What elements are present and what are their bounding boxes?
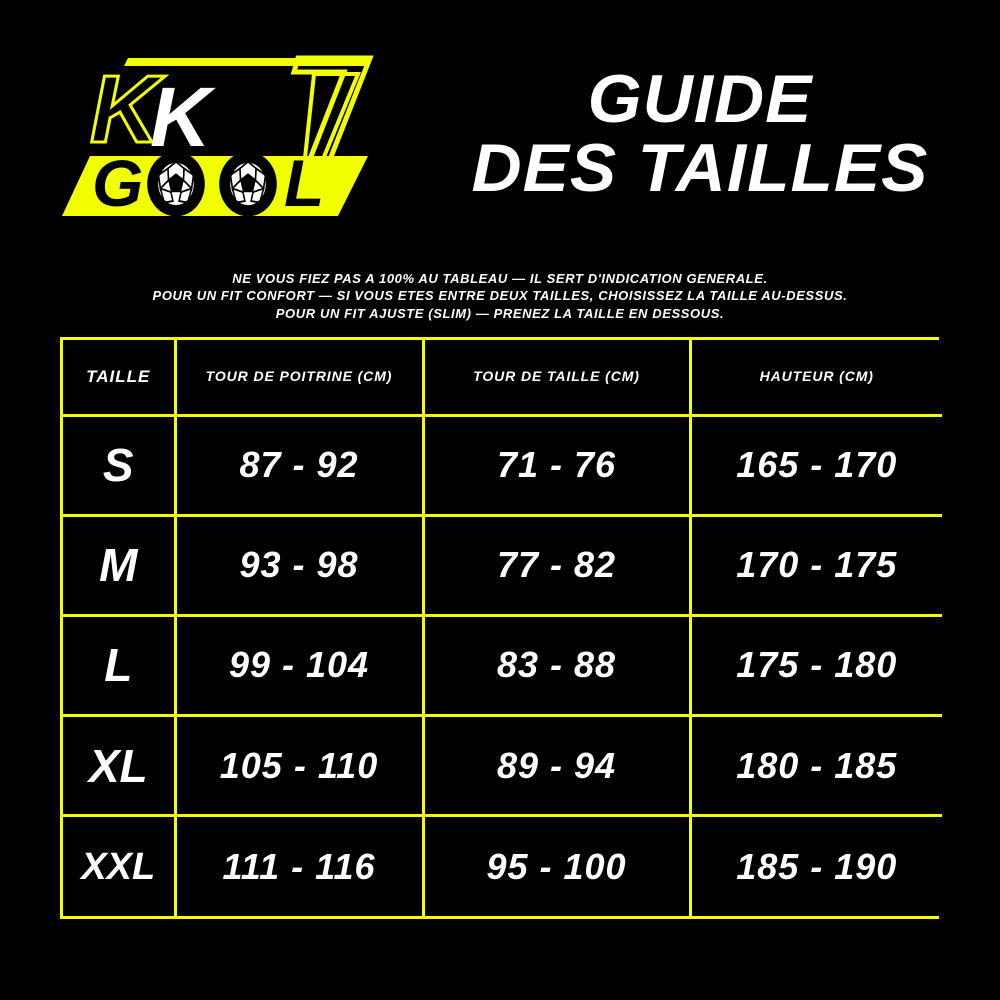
page-title-line-2: DES TAILLES	[471, 129, 929, 206]
height-value: 180 - 185	[736, 744, 898, 786]
cell-waist: 95 - 100	[423, 815, 692, 916]
logo-letter-k-outline: K	[89, 55, 168, 165]
column-header-taille-label: TAILLE	[86, 366, 151, 386]
size-table-body: S 87 - 92 71 - 76 165 - 170 M 93 - 98 77…	[63, 415, 942, 916]
table-row: L 99 - 104 83 - 88 175 - 180	[63, 615, 942, 718]
soccer-ball-icon	[147, 151, 205, 217]
table-row: XXL 111 - 116 95 - 100 185 - 190	[63, 815, 942, 916]
size-label: M	[99, 539, 138, 592]
chest-value: 93 - 98	[239, 544, 359, 586]
column-header-taille-cm-label: TOUR DE TAILLE (CM)	[473, 367, 640, 384]
height-value: 185 - 190	[736, 845, 898, 887]
size-table: TAILLE TOUR DE POITRINE (CM) TOUR DE TAI…	[63, 340, 942, 916]
column-header-taille: TAILLE	[63, 340, 177, 417]
cell-waist: 77 - 82	[423, 515, 692, 617]
cell-size: XXL	[63, 815, 177, 916]
brand-logo-svg: K K G L	[62, 55, 374, 220]
waist-value: 89 - 94	[496, 744, 617, 786]
cell-size: S	[63, 415, 177, 517]
cell-height: 185 - 190	[690, 815, 942, 916]
svg-text:K: K	[150, 70, 216, 164]
cell-waist: 83 - 88	[423, 615, 692, 718]
size-table-head: TAILLE TOUR DE POITRINE (CM) TOUR DE TAI…	[63, 340, 942, 417]
svg-text:L: L	[284, 146, 324, 220]
column-header-hauteur-label: HAUTEUR (CM)	[759, 367, 874, 384]
cell-chest: 99 - 104	[175, 615, 425, 718]
column-header-poitrine: TOUR DE POITRINE (CM)	[175, 340, 425, 417]
table-row: XL 105 - 110 89 - 94 180 - 185	[63, 715, 942, 818]
cell-waist: 71 - 76	[423, 415, 692, 517]
height-value: 165 - 170	[736, 444, 898, 486]
cell-waist: 89 - 94	[423, 715, 692, 818]
cell-height: 165 - 170	[690, 415, 942, 517]
table-header-row: TAILLE TOUR DE POITRINE (CM) TOUR DE TAI…	[63, 340, 942, 417]
waist-value: 71 - 76	[496, 444, 617, 486]
table-row: M 93 - 98 77 - 82 170 - 175	[63, 515, 942, 617]
size-table-container: TAILLE TOUR DE POITRINE (CM) TOUR DE TAI…	[60, 337, 942, 919]
waist-value: 83 - 88	[496, 644, 617, 686]
waist-value: 95 - 100	[486, 845, 627, 887]
cell-chest: 105 - 110	[175, 715, 425, 818]
chest-value: 99 - 104	[228, 644, 370, 686]
logo-banner	[62, 156, 368, 216]
note-line-1: NE VOUS FIEZ PAS A 100% AU TABLEAU — IL …	[232, 271, 768, 286]
cell-chest: 111 - 116	[175, 815, 425, 916]
cell-chest: 93 - 98	[175, 515, 425, 617]
chest-value: 87 - 92	[239, 444, 359, 486]
table-row: S 87 - 92 71 - 76 165 - 170	[63, 415, 942, 517]
brand-logo: K K G L	[62, 50, 392, 250]
chest-value: 105 - 110	[219, 744, 379, 786]
svg-text:K: K	[90, 56, 166, 163]
logo-wordmark-gool: G L	[92, 146, 324, 220]
cell-size: L	[63, 615, 177, 718]
page-title: GUIDE DES TAILLES	[420, 65, 980, 201]
cell-chest: 87 - 92	[175, 415, 425, 517]
page-title-line-1: GUIDE	[587, 61, 813, 137]
header-area: K K G L	[0, 0, 1000, 262]
cell-height: 175 - 180	[690, 615, 942, 718]
note-line-3: POUR UN FIT AJUSTE (SLIM) — PRENEZ LA TA…	[275, 305, 725, 321]
chest-value: 111 - 116	[222, 845, 376, 887]
size-label: L	[104, 639, 133, 692]
size-label: S	[102, 439, 134, 492]
cell-height: 170 - 175	[690, 515, 942, 617]
logo-letter-k-solid: K	[150, 70, 216, 164]
column-header-hauteur: HAUTEUR (CM)	[690, 340, 942, 417]
size-label: XXL	[81, 845, 156, 888]
height-value: 175 - 180	[736, 644, 898, 686]
cell-height: 180 - 185	[690, 715, 942, 818]
cell-size: XL	[63, 715, 177, 818]
size-label: XL	[88, 739, 148, 792]
cell-size: M	[63, 515, 177, 617]
column-header-taille-cm: TOUR DE TAILLE (CM)	[423, 340, 692, 417]
height-value: 170 - 175	[736, 544, 898, 586]
note-line-2: POUR UN FIT CONFORT — SI VOUS ETES ENTRE…	[152, 288, 848, 304]
notes-block: NE VOUS FIEZ PAS A 100% AU TABLEAU — IL …	[0, 270, 1000, 322]
column-header-poitrine-label: TOUR DE POITRINE (CM)	[205, 367, 393, 384]
svg-text:G: G	[92, 146, 143, 220]
waist-value: 77 - 82	[496, 544, 617, 586]
soccer-ball-icon	[219, 151, 277, 217]
